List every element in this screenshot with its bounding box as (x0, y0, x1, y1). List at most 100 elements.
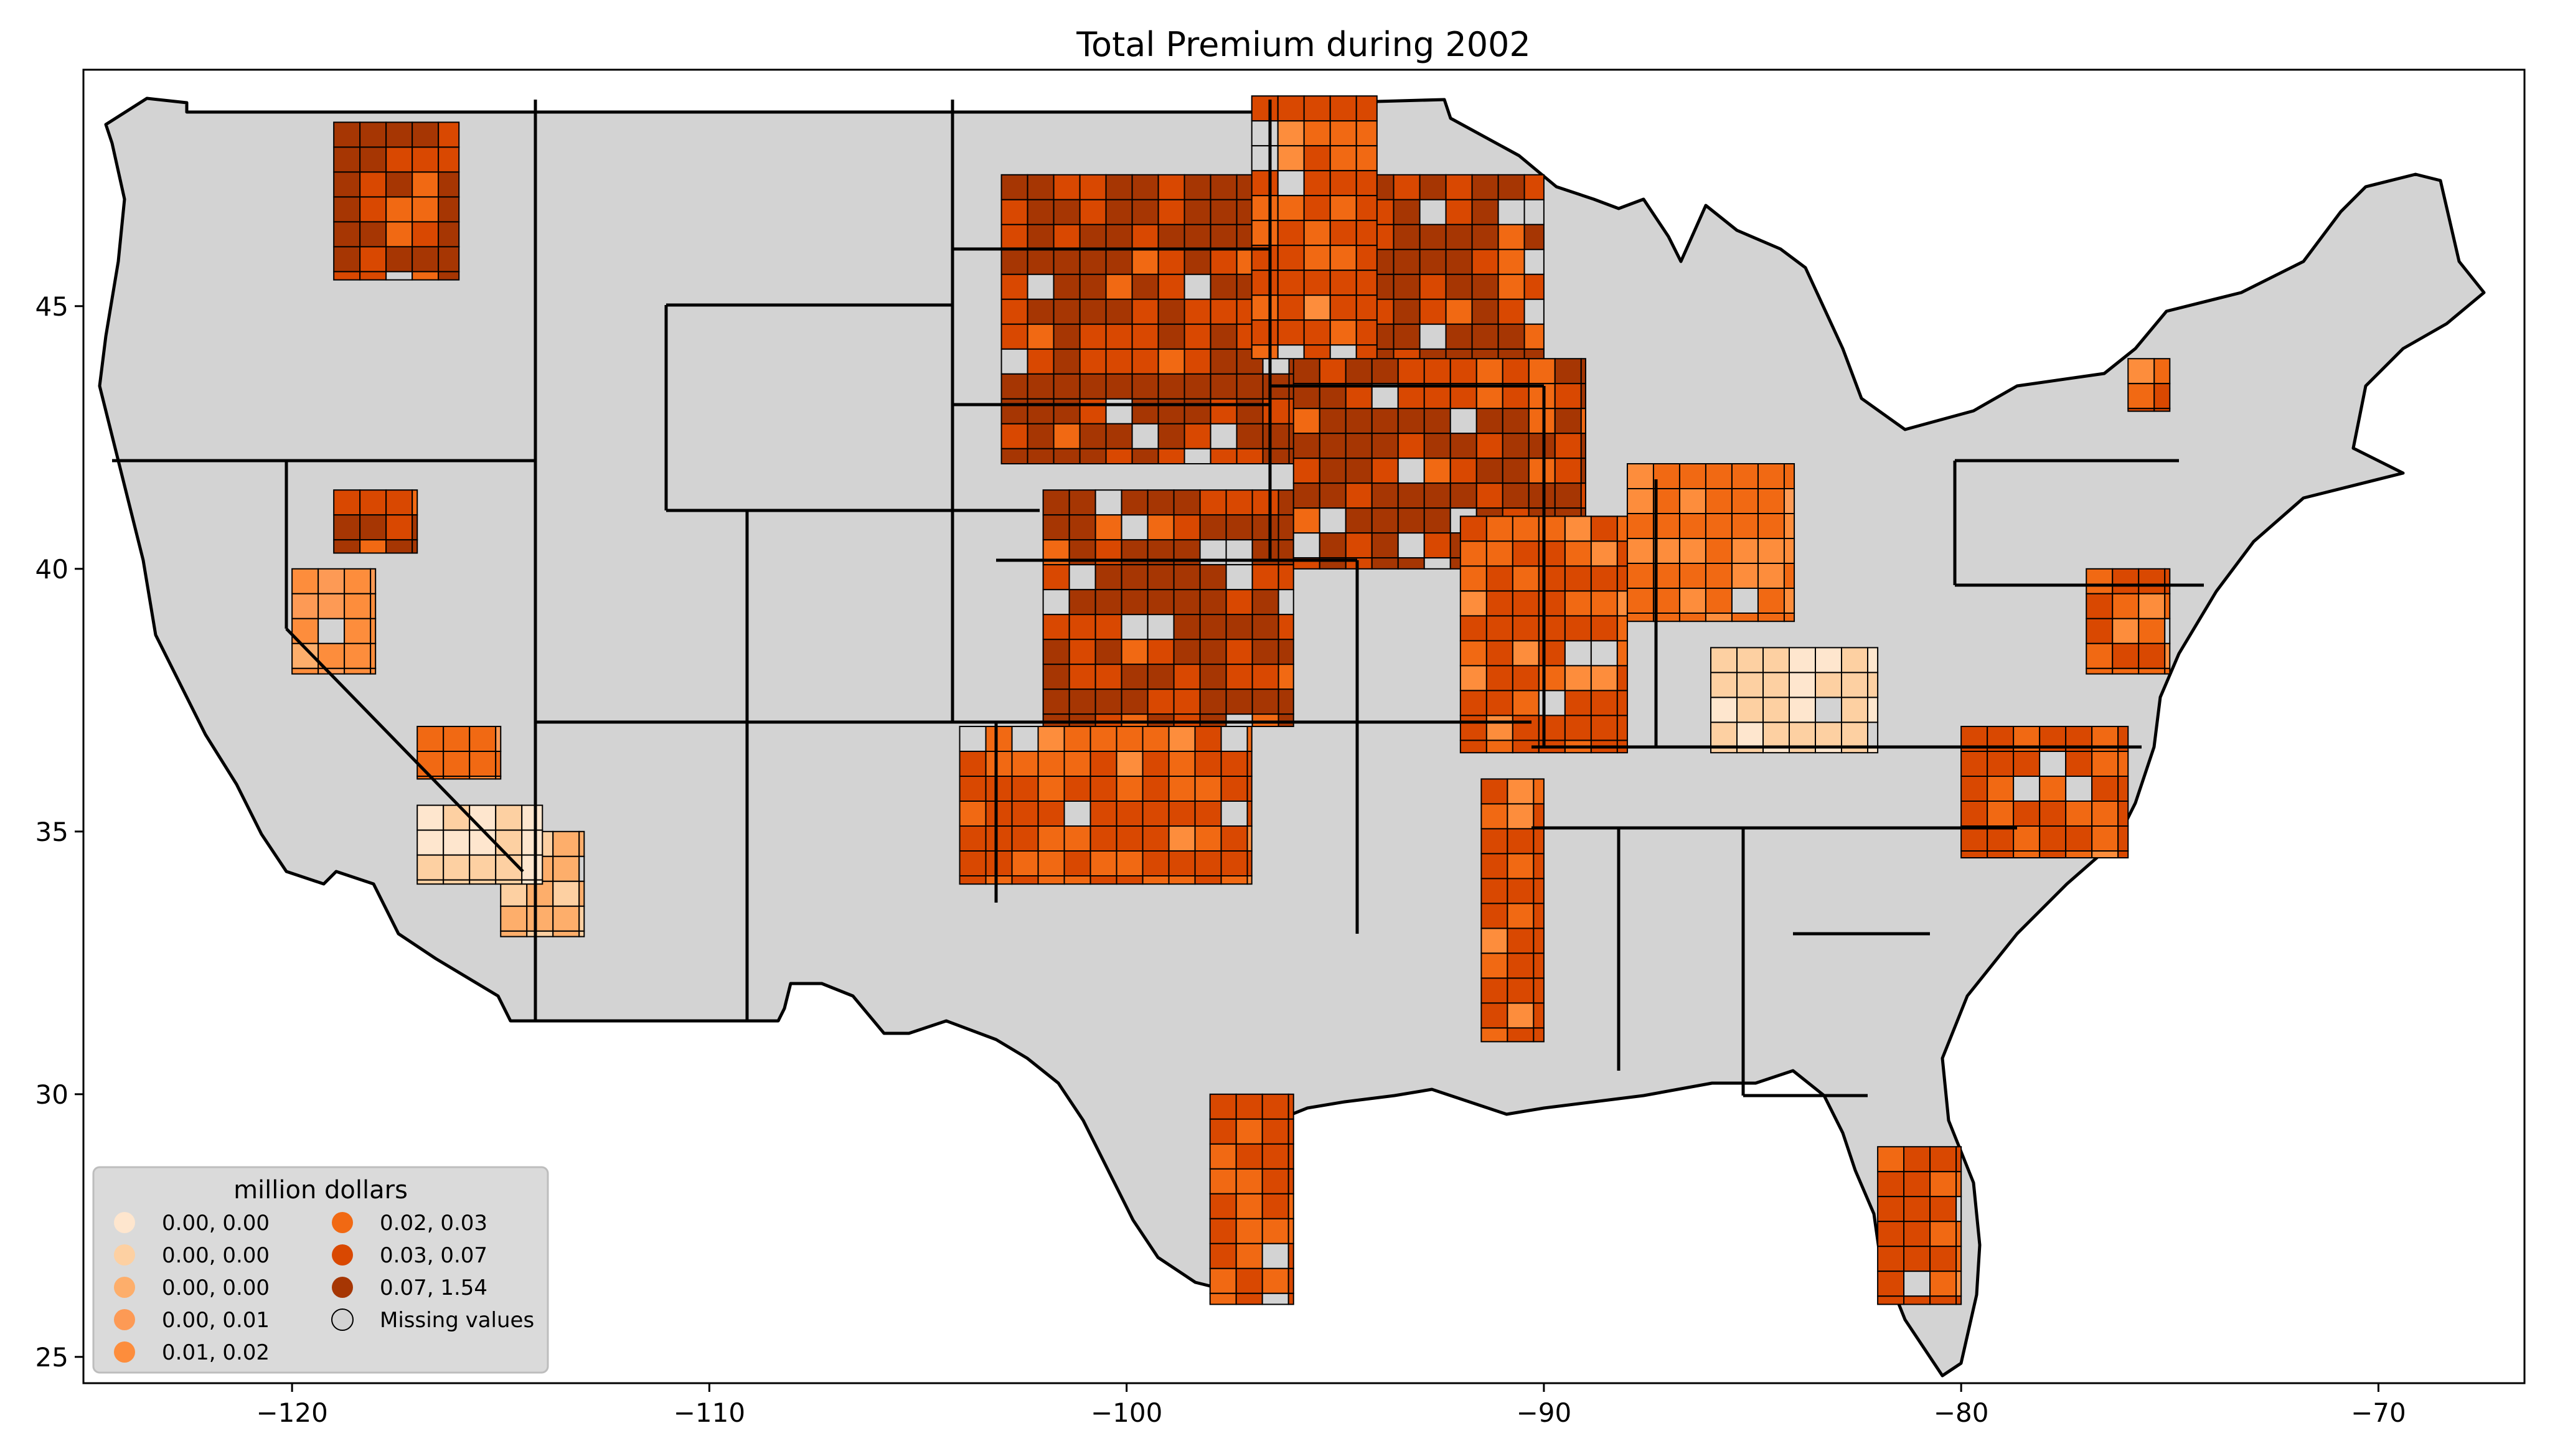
county-cell (1783, 513, 1795, 539)
county-cell (1480, 1027, 1508, 1043)
county-cell (1485, 640, 1513, 667)
county-cell (1678, 588, 1706, 614)
county-cell (1000, 423, 1028, 449)
county-cell (1497, 199, 1525, 225)
county-cell (359, 489, 387, 516)
county-cell (1475, 458, 1503, 484)
county-cell (2138, 568, 2166, 594)
county-cell (1815, 721, 1842, 748)
county-cell (1877, 1196, 1905, 1223)
county-cell (1261, 1093, 1289, 1120)
county-cell (1371, 358, 1399, 385)
county-cell (438, 221, 460, 248)
county-cell (1329, 170, 1357, 197)
county-cell (1225, 514, 1253, 541)
county-cell (1116, 875, 1144, 885)
county-cell (1485, 615, 1513, 642)
county-cell (1011, 825, 1039, 852)
county-cell (1089, 776, 1117, 802)
y-tick-label: 40 (35, 554, 68, 585)
county-cell (1397, 433, 1425, 459)
county-cell (985, 825, 1013, 852)
county-cell (1209, 1242, 1237, 1269)
county-cell (1616, 540, 1628, 567)
county-cell (985, 875, 1013, 885)
x-tick-label: −90 (1517, 1397, 1572, 1428)
county-cell (1903, 1246, 1931, 1272)
county-cell (1042, 489, 1070, 516)
county-cell (1121, 514, 1149, 541)
county-cell (2065, 801, 2093, 827)
county-cell (1199, 514, 1227, 541)
county-cell (1251, 688, 1279, 715)
county-cell (1173, 639, 1201, 665)
county-cell (1053, 448, 1081, 464)
county-cell (2086, 642, 2114, 669)
county-cell (1877, 1221, 1905, 1247)
county-cell (1277, 688, 1294, 715)
county-cell (1131, 199, 1159, 225)
county-cell (2013, 776, 2041, 802)
county-cell (385, 221, 413, 248)
county-cell (2091, 751, 2119, 777)
county-cell (1251, 195, 1279, 222)
legend-swatch (332, 1244, 353, 1266)
county-cell (1528, 482, 1556, 509)
county-cell (1277, 120, 1305, 147)
county-cell (438, 171, 460, 198)
county-cell (1027, 199, 1055, 225)
county-cell (1079, 298, 1107, 325)
county-cell (1783, 588, 1795, 614)
county-cell (1079, 248, 1107, 275)
county-cell (1131, 223, 1159, 250)
county-cell (1173, 514, 1201, 541)
county-cell (1423, 408, 1451, 434)
legend-swatch (114, 1277, 135, 1298)
county-cell (1319, 408, 1347, 434)
county-cell (1199, 639, 1227, 665)
county-cell (2127, 358, 2155, 385)
county-cell (1987, 751, 2015, 777)
county-cell (2013, 850, 2041, 858)
county-cell (412, 221, 440, 248)
county-cell (526, 880, 554, 907)
county-cell (1199, 564, 1227, 591)
county-cell (1471, 174, 1499, 200)
county-cell (1287, 1118, 1294, 1145)
county-cell (2039, 850, 2067, 858)
county-cell (416, 854, 445, 881)
county-cell (1533, 928, 1545, 954)
county-cell (578, 830, 585, 857)
county-cell (1121, 664, 1149, 690)
county-cell (1094, 639, 1122, 665)
county-cell (1183, 298, 1211, 325)
county-cell (1287, 1143, 1294, 1170)
county-cell (1502, 482, 1530, 509)
county-cell (2091, 825, 2119, 852)
county-cell (1277, 489, 1294, 516)
county-cell (1011, 875, 1039, 885)
county-cell (1533, 1002, 1545, 1029)
county-cell (2013, 751, 2041, 777)
county-cell (1393, 199, 1421, 225)
county-cell (370, 667, 377, 675)
county-cell (1471, 223, 1499, 250)
county-cell (1423, 482, 1451, 509)
county-cell (1475, 408, 1503, 434)
county-cell (1987, 825, 2015, 852)
county-cell (1246, 825, 1253, 852)
county-cell (1235, 1267, 1263, 1294)
county-cell (1533, 977, 1545, 1004)
county-cell (2065, 850, 2093, 858)
county-cell (1105, 348, 1133, 375)
county-cell (1507, 803, 1535, 830)
county-cell (1262, 398, 1290, 425)
county-cell (344, 642, 372, 669)
county-cell (1397, 458, 1425, 484)
county-cell (1220, 825, 1248, 852)
county-cell (359, 171, 387, 198)
county-cell (1068, 713, 1096, 727)
county-cell (2086, 667, 2114, 675)
county-cell (1355, 344, 1378, 360)
county-cell (1319, 383, 1347, 410)
